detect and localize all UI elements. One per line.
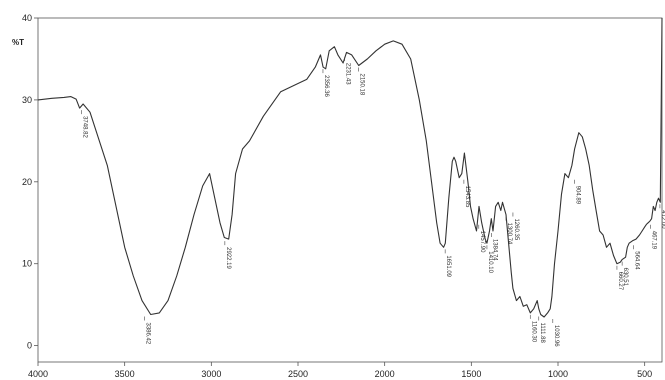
peak-label: 467.19 <box>650 231 656 250</box>
peak-label: 1384.74 <box>491 239 497 261</box>
peak-label: 1543.85 <box>464 186 470 208</box>
peak-label: 564.64 <box>634 251 640 270</box>
x-tick-label: 1000 <box>548 369 568 379</box>
y-tick-label: 20 <box>22 177 32 187</box>
peak-label: 904.89 <box>575 186 581 205</box>
plot-frame <box>37 17 663 363</box>
y-axis-label: %T <box>12 38 24 47</box>
x-tick-label: 3500 <box>115 369 135 379</box>
peak-label: 1111.88 <box>539 322 545 343</box>
x-tick-label: 4000 <box>28 369 48 379</box>
peak-label: 630.51 <box>622 268 628 287</box>
peak-label: 2922.19 <box>225 247 231 269</box>
x-tick-label: 1500 <box>461 369 481 379</box>
peak-label: 1260.35 <box>513 218 519 240</box>
peak-label: 3748.82 <box>82 116 88 138</box>
peak-label: 660.27 <box>617 272 623 291</box>
x-tick-label: 3000 <box>201 369 221 379</box>
peak-label: 1457.90 <box>479 231 485 253</box>
peak-label: 412.00 <box>660 210 665 229</box>
peak-label: 3386.42 <box>144 322 150 344</box>
y-tick-label: 30 <box>22 95 32 105</box>
peak-label: 1410.10 <box>487 251 493 273</box>
peak-label: 1160.30 <box>530 321 536 343</box>
y-tick-label: 40 <box>22 13 32 23</box>
x-tick-label: 500 <box>637 369 652 379</box>
spectrum-line <box>37 17 663 318</box>
x-tick-label: 2000 <box>375 369 395 379</box>
peak-label: 2356.36 <box>323 75 329 97</box>
peak-label: 1030.96 <box>553 325 559 347</box>
y-tick-label: 10 <box>22 259 32 269</box>
x-tick-label: 2500 <box>288 369 308 379</box>
peak-label: 1300.74 <box>506 223 512 245</box>
peak-label: 2150.18 <box>359 74 365 96</box>
peak-label: 1651.09 <box>445 255 451 277</box>
peak-label: 2231.43 <box>345 63 351 85</box>
y-tick-label: 0 <box>27 341 32 351</box>
